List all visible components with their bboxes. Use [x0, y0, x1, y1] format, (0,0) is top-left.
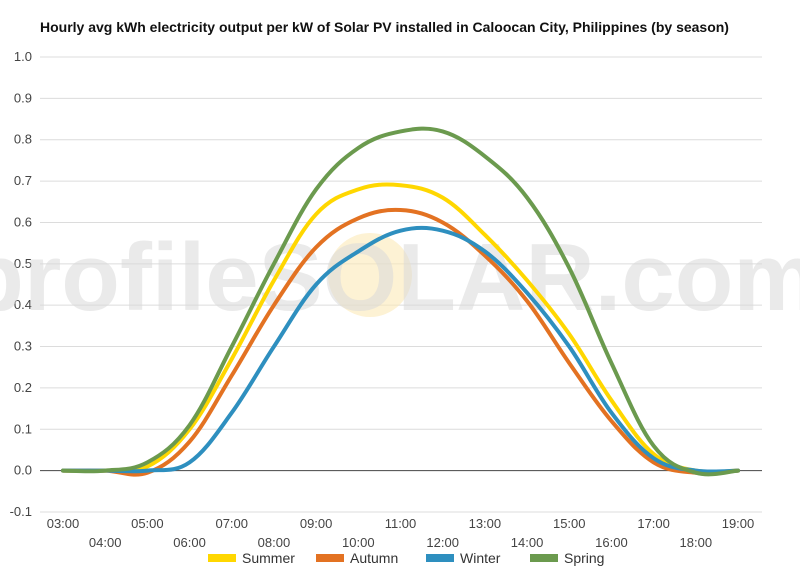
- watermark-sun-icon: [328, 233, 412, 317]
- series-line-winter: [61, 225, 740, 474]
- x-tick-label: 12:00: [426, 535, 459, 550]
- x-tick-label: 15:00: [553, 516, 586, 531]
- x-tick-label: 14:00: [511, 535, 544, 550]
- legend-label-autumn: Autumn: [350, 550, 398, 566]
- x-tick-label: 09:00: [300, 516, 333, 531]
- y-tick-label: -0.1: [10, 504, 32, 519]
- x-tick-label: 04:00: [89, 535, 122, 550]
- legend-swatch-spring: [530, 554, 558, 562]
- y-tick-label: 0.6: [14, 214, 32, 229]
- x-tick-label: 19:00: [722, 516, 755, 531]
- y-tick-label: 0.1: [14, 421, 32, 436]
- series-line-autumn: [61, 207, 740, 477]
- y-tick-label: 0.5: [14, 256, 32, 271]
- x-tick-label: 06:00: [173, 535, 206, 550]
- x-tick-label: 05:00: [131, 516, 164, 531]
- legend-label-spring: Spring: [564, 550, 604, 566]
- legend-label-winter: Winter: [460, 550, 501, 566]
- series-line-summer: [61, 182, 740, 474]
- y-tick-label: 0.7: [14, 173, 32, 188]
- y-tick-label: 0.3: [14, 339, 32, 354]
- legend-swatch-summer: [208, 554, 236, 562]
- watermark-text: profileSOLAR.com: [0, 224, 800, 331]
- y-tick-label: 0.2: [14, 380, 32, 395]
- series-line-spring: [61, 126, 740, 477]
- x-tick-label: 03:00: [47, 516, 80, 531]
- legend-swatch-autumn: [316, 554, 344, 562]
- y-tick-label: 0.4: [14, 297, 32, 312]
- x-tick-label: 08:00: [258, 535, 291, 550]
- x-tick-label: 11:00: [385, 516, 417, 531]
- y-tick-label: 0.9: [14, 90, 32, 105]
- chart-title: Hourly avg kWh electricity output per kW…: [40, 19, 729, 35]
- y-tick-label: 0.8: [14, 132, 32, 147]
- x-tick-label: 10:00: [342, 535, 375, 550]
- y-tick-label: 0.0: [14, 463, 32, 478]
- x-tick-label: 16:00: [595, 535, 628, 550]
- x-tick-label: 18:00: [680, 535, 713, 550]
- legend-label-summer: Summer: [242, 550, 295, 566]
- x-tick-label: 17:00: [637, 516, 670, 531]
- x-tick-label: 07:00: [215, 516, 248, 531]
- legend-swatch-winter: [426, 554, 454, 562]
- x-tick-label: 13:00: [469, 516, 502, 531]
- y-tick-label: 1.0: [14, 49, 32, 64]
